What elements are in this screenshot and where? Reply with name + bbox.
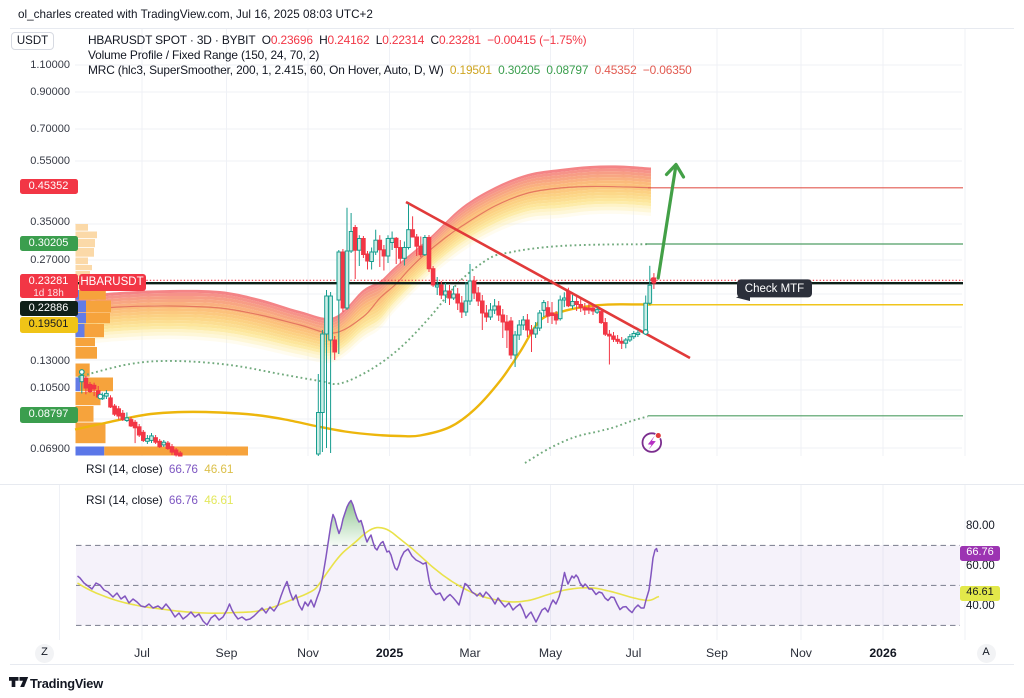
svg-text:Check MTF: Check MTF bbox=[745, 283, 804, 295]
